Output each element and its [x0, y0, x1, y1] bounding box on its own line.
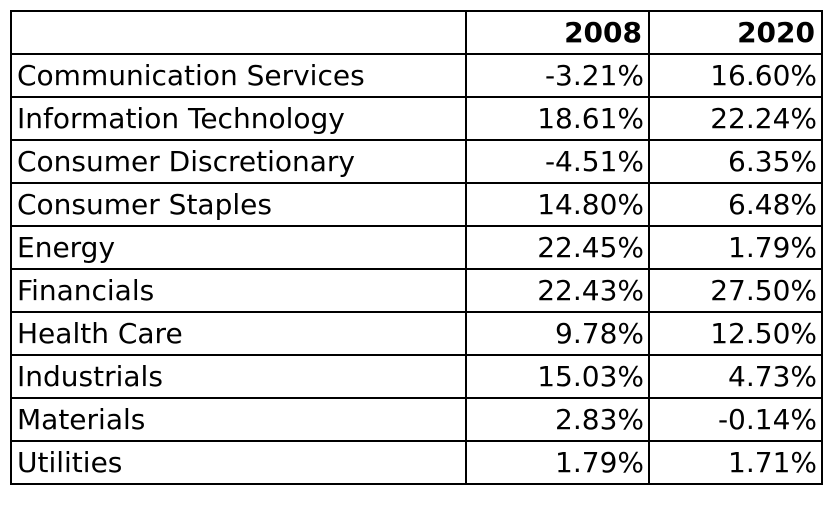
value-2020: 27.50% [648, 268, 823, 313]
sector-name: Communication Services [10, 53, 467, 98]
header-2020: 2020 [648, 10, 823, 55]
value-2008: 14.80% [465, 182, 650, 227]
sector-name: Health Care [10, 311, 467, 356]
table-row: Financials 22.43% 27.50% [10, 268, 823, 313]
value-2008: 22.45% [465, 225, 650, 270]
table-row: Health Care 9.78% 12.50% [10, 311, 823, 356]
value-2008: 1.79% [465, 440, 650, 485]
value-2020: -0.14% [648, 397, 823, 442]
value-2020: 1.79% [648, 225, 823, 270]
value-2008: 15.03% [465, 354, 650, 399]
value-2020: 6.48% [648, 182, 823, 227]
value-2020: 22.24% [648, 96, 823, 141]
header-row: 2008 2020 [10, 10, 823, 55]
table-row: Utilities 1.79% 1.71% [10, 440, 823, 485]
value-2020: 4.73% [648, 354, 823, 399]
sector-name: Industrials [10, 354, 467, 399]
sector-name: Financials [10, 268, 467, 313]
sector-weights-table: 2008 2020 Communication Services -3.21% … [10, 10, 823, 485]
table-row: Communication Services -3.21% 16.60% [10, 53, 823, 98]
value-2008: 2.83% [465, 397, 650, 442]
sector-name: Materials [10, 397, 467, 442]
sector-name: Utilities [10, 440, 467, 485]
value-2008: 18.61% [465, 96, 650, 141]
sector-name: Energy [10, 225, 467, 270]
value-2008: 9.78% [465, 311, 650, 356]
value-2008: -4.51% [465, 139, 650, 184]
table-row: Industrials 15.03% 4.73% [10, 354, 823, 399]
table-row: Information Technology 18.61% 22.24% [10, 96, 823, 141]
table-row: Materials 2.83% -0.14% [10, 397, 823, 442]
table-row: Consumer Discretionary -4.51% 6.35% [10, 139, 823, 184]
value-2020: 16.60% [648, 53, 823, 98]
header-blank-cell [10, 10, 467, 55]
value-2020: 1.71% [648, 440, 823, 485]
header-2008: 2008 [465, 10, 650, 55]
table-row: Energy 22.45% 1.79% [10, 225, 823, 270]
sector-name: Consumer Discretionary [10, 139, 467, 184]
value-2020: 12.50% [648, 311, 823, 356]
table-row: Consumer Staples 14.80% 6.48% [10, 182, 823, 227]
sector-name: Consumer Staples [10, 182, 467, 227]
sector-name: Information Technology [10, 96, 467, 141]
value-2020: 6.35% [648, 139, 823, 184]
value-2008: -3.21% [465, 53, 650, 98]
value-2008: 22.43% [465, 268, 650, 313]
